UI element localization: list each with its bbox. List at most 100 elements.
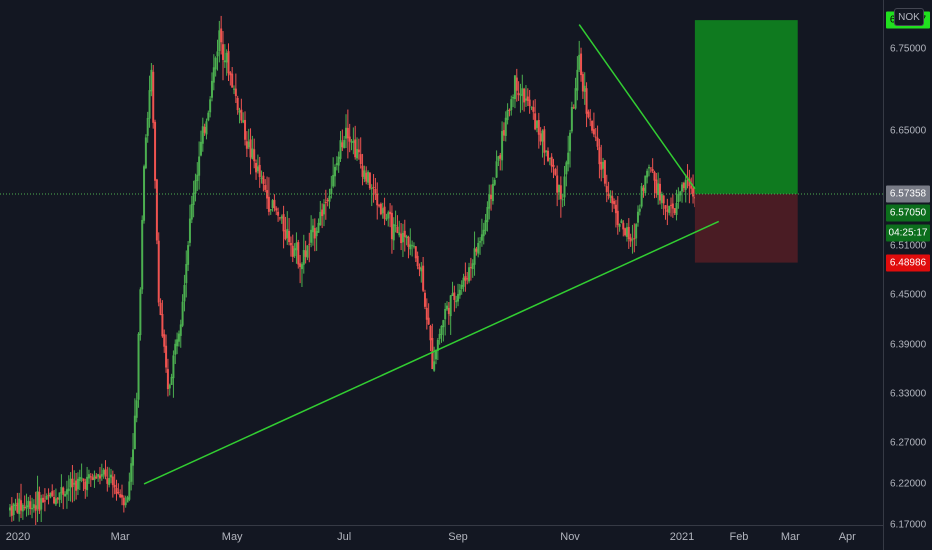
candle-body: [76, 478, 79, 490]
candle-body: [106, 478, 109, 484]
candle-body: [25, 505, 28, 509]
candle-body: [609, 195, 612, 198]
candle-body: [400, 233, 403, 244]
candle-body: [567, 152, 570, 165]
candle-body: [434, 349, 437, 360]
candle-body: [528, 99, 531, 107]
candle-body: [381, 208, 384, 214]
candles-layer: [9, 15, 696, 525]
candle-body: [69, 478, 72, 488]
candle-body: [242, 120, 245, 123]
candle-body: [42, 497, 45, 503]
candle-body: [51, 491, 54, 496]
time-tick-label: Nov: [560, 531, 580, 543]
candle-body: [556, 175, 559, 193]
currency-badge[interactable]: NOK: [894, 8, 924, 26]
price-axis[interactable]: 6.75000 6.65000 6.51000 6.45000 6.39000 6.330…: [883, 0, 932, 550]
candle-body: [278, 217, 281, 219]
candle-body: [416, 255, 419, 267]
candle-body: [688, 179, 691, 187]
candle-body: [477, 242, 480, 254]
candle-body: [546, 150, 549, 161]
candle-body: [389, 211, 392, 215]
candle-body: [150, 69, 153, 92]
candle-body: [671, 203, 674, 209]
candle-body: [23, 506, 26, 508]
candle-body: [607, 193, 610, 196]
candle-body: [199, 141, 202, 156]
candle-body: [581, 74, 584, 92]
candle-body: [653, 171, 656, 181]
candle-body: [513, 75, 516, 100]
candle-body: [111, 476, 114, 486]
candle-body: [187, 245, 190, 265]
candle-body: [205, 121, 208, 135]
candle-body: [616, 210, 619, 225]
price-tick-label: 6.51000: [890, 240, 927, 252]
candle-body: [229, 72, 232, 76]
candle-body: [613, 201, 616, 205]
candle-body: [363, 170, 366, 180]
candle-body: [499, 155, 502, 159]
candle-body: [684, 179, 687, 190]
candle-body: [302, 249, 305, 265]
candle-body: [240, 109, 243, 121]
candle-body: [45, 495, 48, 500]
candle-body: [385, 218, 388, 220]
time-tick-label: Mar: [110, 531, 130, 543]
time-tick-label: May: [221, 531, 243, 543]
candle-body: [455, 300, 458, 303]
candle-body: [600, 161, 603, 170]
candle-body: [438, 333, 441, 339]
candle-body: [223, 60, 226, 63]
candle-body: [565, 162, 568, 175]
candle-body: [640, 186, 643, 207]
candle-body: [506, 109, 509, 121]
time-tick-label: Jul: [337, 531, 352, 543]
candle-body: [47, 494, 50, 496]
candle-body: [64, 493, 67, 497]
candle-body: [121, 494, 124, 498]
candle-body: [196, 174, 199, 181]
candle-body: [148, 90, 151, 119]
candle-body: [198, 156, 201, 176]
candle-body: [625, 227, 628, 237]
candle-body: [324, 201, 327, 203]
candle-body: [690, 186, 693, 189]
candle-body: [598, 147, 601, 165]
candle-body: [100, 474, 103, 477]
candle-body: [221, 44, 224, 60]
candle-body: [286, 228, 289, 239]
candle-body: [144, 137, 147, 169]
candle-body: [210, 80, 213, 98]
candle-body: [537, 120, 540, 135]
candle-body: [348, 136, 351, 142]
candle-body: [207, 112, 210, 121]
chart-area[interactable]: [0, 0, 883, 525]
candle-body: [231, 73, 234, 88]
candle-body: [177, 333, 180, 342]
candle-body: [317, 222, 320, 233]
candle-body: [82, 478, 85, 481]
candle-body: [10, 505, 13, 516]
price-chart[interactable]: [0, 0, 883, 525]
time-tick-label: Feb: [729, 531, 749, 543]
candle-body: [664, 205, 667, 209]
candle-body: [627, 226, 630, 240]
candle-body: [420, 267, 423, 272]
candle-body: [188, 218, 191, 243]
candle-body: [666, 209, 669, 212]
candle-body: [308, 243, 311, 245]
candle-body: [345, 127, 348, 139]
candle-body: [53, 496, 56, 504]
candle-body: [605, 186, 608, 193]
candle-body: [466, 278, 469, 280]
candle-body: [401, 232, 404, 243]
candle-body: [495, 161, 498, 178]
time-axis[interactable]: 2020 Mar May Jul Sep Nov 2021 Feb Mar Apr: [0, 525, 883, 550]
price-tick-label: 6.39000: [890, 339, 927, 351]
countdown-price-badge: 04:25:17: [886, 224, 930, 242]
candle-body: [122, 497, 125, 506]
candle-body: [258, 164, 261, 178]
candle-body: [109, 474, 112, 478]
